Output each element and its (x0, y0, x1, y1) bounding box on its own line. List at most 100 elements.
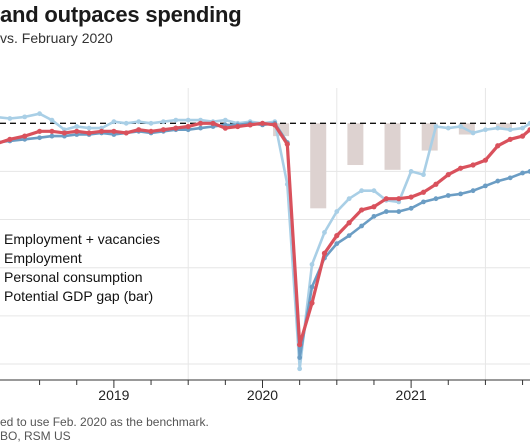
personal-consumption-point (396, 196, 402, 202)
personal-consumption-point (36, 128, 43, 134)
legend-entry: Employment (4, 250, 82, 266)
employment-point (396, 209, 402, 214)
gdp-gap-bar (310, 123, 327, 209)
legend-entry: Potential GDP gap (bar) (4, 288, 153, 304)
personal-consumption-point (136, 127, 142, 133)
employment-vacancies-point (520, 125, 525, 131)
employment-vacancies-point (470, 130, 476, 136)
personal-consumption-point (74, 128, 80, 134)
personal-consumption-point (408, 194, 414, 200)
employment-vacancies-point (74, 124, 80, 129)
personal-consumption-point (22, 133, 28, 139)
personal-consumption-point (495, 143, 501, 149)
personal-consumption-point (457, 165, 464, 171)
employment-vacancies-point (527, 120, 530, 126)
employment-vacancies-point (111, 119, 117, 125)
employment-vacancies-point (297, 366, 303, 372)
personal-consumption-point (383, 196, 389, 202)
employment-point (495, 178, 501, 184)
personal-consumption-point (247, 122, 253, 128)
legend-entry: Employment + vacancies (4, 231, 160, 247)
employment-point (445, 193, 451, 198)
employment-point (359, 223, 365, 229)
employment-vacancies-point (185, 117, 191, 123)
employment-vacancies-point (22, 114, 28, 120)
personal-consumption-point (507, 136, 513, 142)
chart-note: ed to use Feb. 2020 as the benchmark. (0, 415, 209, 429)
x-axis: 2019 2020 2021 (0, 379, 530, 403)
personal-consumption-point (527, 127, 530, 133)
employment-vacancies-point (148, 120, 154, 126)
gdp-gap-bar (347, 123, 364, 166)
personal-consumption-point (371, 204, 377, 210)
personal-consumption-point (98, 128, 105, 134)
x-tick-label: 2019 (98, 387, 129, 403)
bar-layer (273, 123, 512, 209)
personal-consumption-point (197, 120, 204, 126)
personal-consumption-point (235, 123, 241, 130)
personal-consumption-point (284, 141, 290, 147)
employment-vacancies-point (507, 127, 513, 133)
personal-consumption-point (297, 342, 303, 348)
personal-consumption-point (519, 133, 526, 139)
employment-vacancies-point (222, 117, 228, 123)
employment-point (421, 199, 426, 205)
personal-consumption-point (123, 130, 129, 136)
chart-title: and outpaces spending (0, 2, 242, 27)
personal-consumption-point (433, 181, 439, 187)
chart-source: BO, RSM US (0, 429, 71, 443)
legend: Employment + vacancies Employment Personal… (4, 231, 160, 304)
employment-vacancies-point (309, 262, 315, 267)
personal-consumption-point (111, 128, 117, 134)
employment-vacancies-point (371, 188, 377, 194)
employment-vacancies-point (136, 119, 142, 125)
employment-point (334, 241, 340, 247)
employment-point (527, 169, 530, 174)
employment-point (520, 170, 525, 176)
personal-consumption-point (185, 123, 191, 130)
personal-consumption-point (173, 125, 179, 131)
gdp-gap-bar (495, 123, 512, 130)
employment-vacancies-point (86, 125, 92, 131)
employment-vacancies-point (160, 119, 166, 125)
employment-point (383, 209, 389, 214)
employment-vacancies-point (346, 196, 352, 202)
employment-vacancies-point (334, 209, 340, 214)
personal-consumption-point (445, 172, 451, 178)
employment-vacancies-point (173, 117, 179, 123)
employment-vacancies-point (495, 125, 501, 131)
personal-consumption-point (49, 128, 55, 134)
legend-entry: Personal consumption (4, 269, 143, 285)
personal-consumption-point (86, 130, 92, 136)
employment-point (346, 233, 352, 239)
employment-point (37, 135, 42, 141)
personal-consumption-point (321, 250, 328, 256)
chart-subtitle: vs. February 2020 (0, 30, 113, 46)
employment-vacancies-point (433, 124, 439, 129)
gdp-gap-bar (384, 123, 401, 170)
employment-point (507, 175, 513, 181)
employment-vacancies-point (421, 172, 426, 178)
employment-vacancies-point (483, 127, 488, 133)
employment-point (433, 196, 439, 202)
employment-vacancies-point (408, 169, 414, 174)
personal-consumption-point (222, 125, 228, 131)
employment-point (371, 213, 377, 219)
personal-consumption-point (482, 157, 489, 163)
employment-point (198, 125, 203, 131)
personal-consumption-point (210, 120, 216, 126)
personal-consumption-point (309, 300, 315, 306)
personal-consumption-point (359, 207, 365, 213)
personal-consumption-point (259, 120, 266, 126)
employment-vacancies-point (49, 117, 55, 123)
personal-consumption-point (160, 127, 166, 133)
personal-consumption-point (7, 136, 13, 142)
employment-point (309, 284, 315, 290)
employment-point (408, 205, 414, 211)
line-layer (0, 111, 530, 372)
personal-consumption-point (420, 189, 427, 195)
x-tick-label: 2021 (396, 387, 427, 403)
employment-point (483, 183, 488, 189)
personal-consumption-point (61, 130, 68, 136)
employment-vacancies-point (37, 111, 42, 117)
